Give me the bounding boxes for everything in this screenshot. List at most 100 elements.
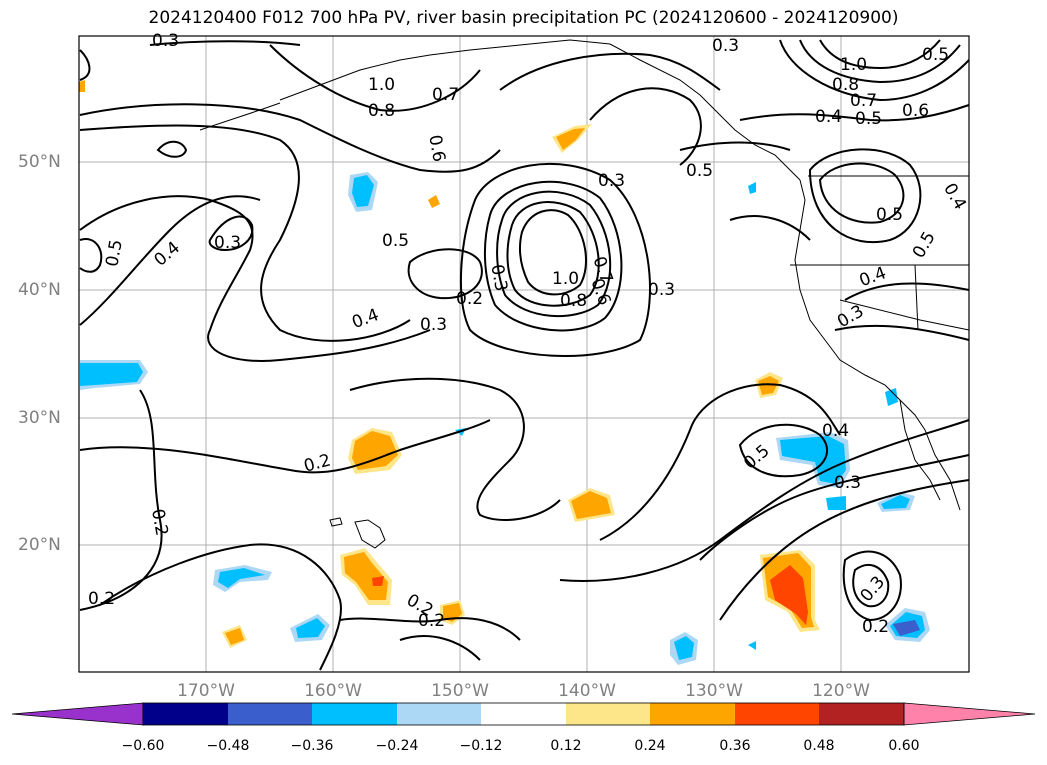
contour-label: 0.2 <box>862 617 889 637</box>
pos-patch <box>571 491 611 519</box>
lat-label-30n: 30°N <box>18 408 61 428</box>
pos-patch <box>344 552 388 600</box>
neg-patch <box>881 495 910 509</box>
neg-patch <box>80 363 143 386</box>
contour-line <box>79 195 261 326</box>
lon-label-130w: 130°W <box>685 681 743 701</box>
neg-patch <box>674 636 694 660</box>
contour-line <box>834 324 970 341</box>
contour-line <box>79 419 491 474</box>
contour-label: 0.2 <box>418 611 445 631</box>
contour-line <box>739 104 970 122</box>
colorbar-segment <box>819 703 904 725</box>
contour-label: 0.8 <box>832 75 859 95</box>
contour-label: 0.6 <box>902 101 929 121</box>
colorbar-tick: 0.60 <box>888 738 920 754</box>
contour-label: 0.5 <box>102 238 126 268</box>
contour-line <box>499 52 721 91</box>
state-border <box>914 264 919 331</box>
contour-line <box>679 141 791 151</box>
contour-line <box>729 215 811 241</box>
contour-line <box>269 44 481 112</box>
lat-label-50n: 50°N <box>18 152 61 172</box>
state-border <box>839 299 970 331</box>
pos-patch <box>225 628 244 645</box>
neg-patch <box>780 436 846 484</box>
colorbar-tick: −0.12 <box>459 738 503 754</box>
contour-label: 0.7 <box>432 85 459 105</box>
contour-label: 0.5 <box>855 109 882 129</box>
pos-patch <box>352 431 398 470</box>
colorbar-segment <box>312 703 397 725</box>
contour-label: 0.3 <box>712 36 739 56</box>
colorbar-tick: −0.36 <box>290 738 334 754</box>
hawaii-island <box>354 519 386 549</box>
colorbar-segment <box>228 703 312 725</box>
contour-line <box>599 383 841 541</box>
contour-label: 0.7 <box>850 91 877 111</box>
pos-patch <box>770 565 808 625</box>
contour-line <box>79 49 91 81</box>
neg-patch <box>826 496 846 510</box>
contour-line <box>79 238 103 273</box>
lat-label-40n: 40°N <box>18 280 61 300</box>
contour-label: 0.5 <box>876 205 903 225</box>
neg-patch <box>885 388 898 406</box>
lon-label-150w: 150°W <box>431 681 489 701</box>
contour-line <box>349 377 561 521</box>
contour-label: 0.5 <box>382 231 409 251</box>
contour-label: 0.8 <box>560 291 587 311</box>
colorbar-frame <box>142 702 905 726</box>
colorbar-tick: 0.36 <box>719 738 751 754</box>
colorbar-segment <box>397 703 481 725</box>
lat-label-20n: 20°N <box>18 535 61 555</box>
contour-label: 0.2 <box>147 507 171 537</box>
colorbar-max-extend <box>903 702 1036 726</box>
contour-label: 0.4 <box>815 107 842 127</box>
contour-labels: 0.3 1.0 0.8 0.7 0.6 0.3 0.3 1.0 0.8 0.7 … <box>88 31 970 637</box>
colorbar-tick: −0.24 <box>375 738 419 754</box>
contour-label: 0.5 <box>686 161 713 181</box>
contour-label: 0.3 <box>487 263 511 293</box>
map-title: 2024120400 F012 700 hPa PV, river basin … <box>148 8 899 28</box>
contour-line <box>407 248 483 300</box>
contour-label: 0.2 <box>88 589 115 609</box>
contour-label: 0.5 <box>922 45 949 65</box>
pos-patch <box>556 128 585 150</box>
contour-line <box>79 103 501 173</box>
contour-line <box>799 39 961 84</box>
neg-patch <box>893 620 920 636</box>
contour-line <box>738 423 829 478</box>
colorbar-tick: 0.48 <box>803 738 835 754</box>
contour-line <box>779 39 970 102</box>
contour-line <box>844 282 970 301</box>
graticule <box>79 36 969 672</box>
contour-line <box>842 550 902 622</box>
coastlines <box>199 39 970 549</box>
colorbar-min-extend <box>11 702 144 726</box>
pos-patch <box>372 576 384 586</box>
neg-patch <box>748 182 756 194</box>
contour-line <box>852 563 890 608</box>
contour-line <box>79 389 163 611</box>
pos-patch <box>428 195 440 208</box>
contour-label: 0.3 <box>598 171 625 191</box>
contour-line <box>506 201 600 307</box>
contour-line <box>699 454 970 561</box>
contour-line <box>819 39 941 70</box>
pos-patch <box>79 80 85 92</box>
neg-patch <box>218 568 265 588</box>
lon-label-170w: 170°W <box>177 681 235 701</box>
contour-line <box>818 162 905 224</box>
contour-line <box>208 215 254 252</box>
contour-line <box>79 124 411 342</box>
contour-line <box>559 419 970 582</box>
contour-line <box>156 140 188 158</box>
contour-line <box>149 40 301 46</box>
contour-label: 1.0 <box>552 269 579 289</box>
contour-line <box>496 190 612 318</box>
contour-label: 0.3 <box>648 280 675 300</box>
colorbar-segment <box>143 703 228 725</box>
contour-label: 0.3 <box>420 315 447 335</box>
